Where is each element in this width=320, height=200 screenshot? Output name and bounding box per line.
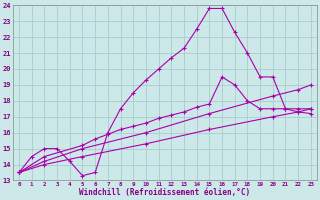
X-axis label: Windchill (Refroidissement éolien,°C): Windchill (Refroidissement éolien,°C) bbox=[79, 188, 251, 197]
